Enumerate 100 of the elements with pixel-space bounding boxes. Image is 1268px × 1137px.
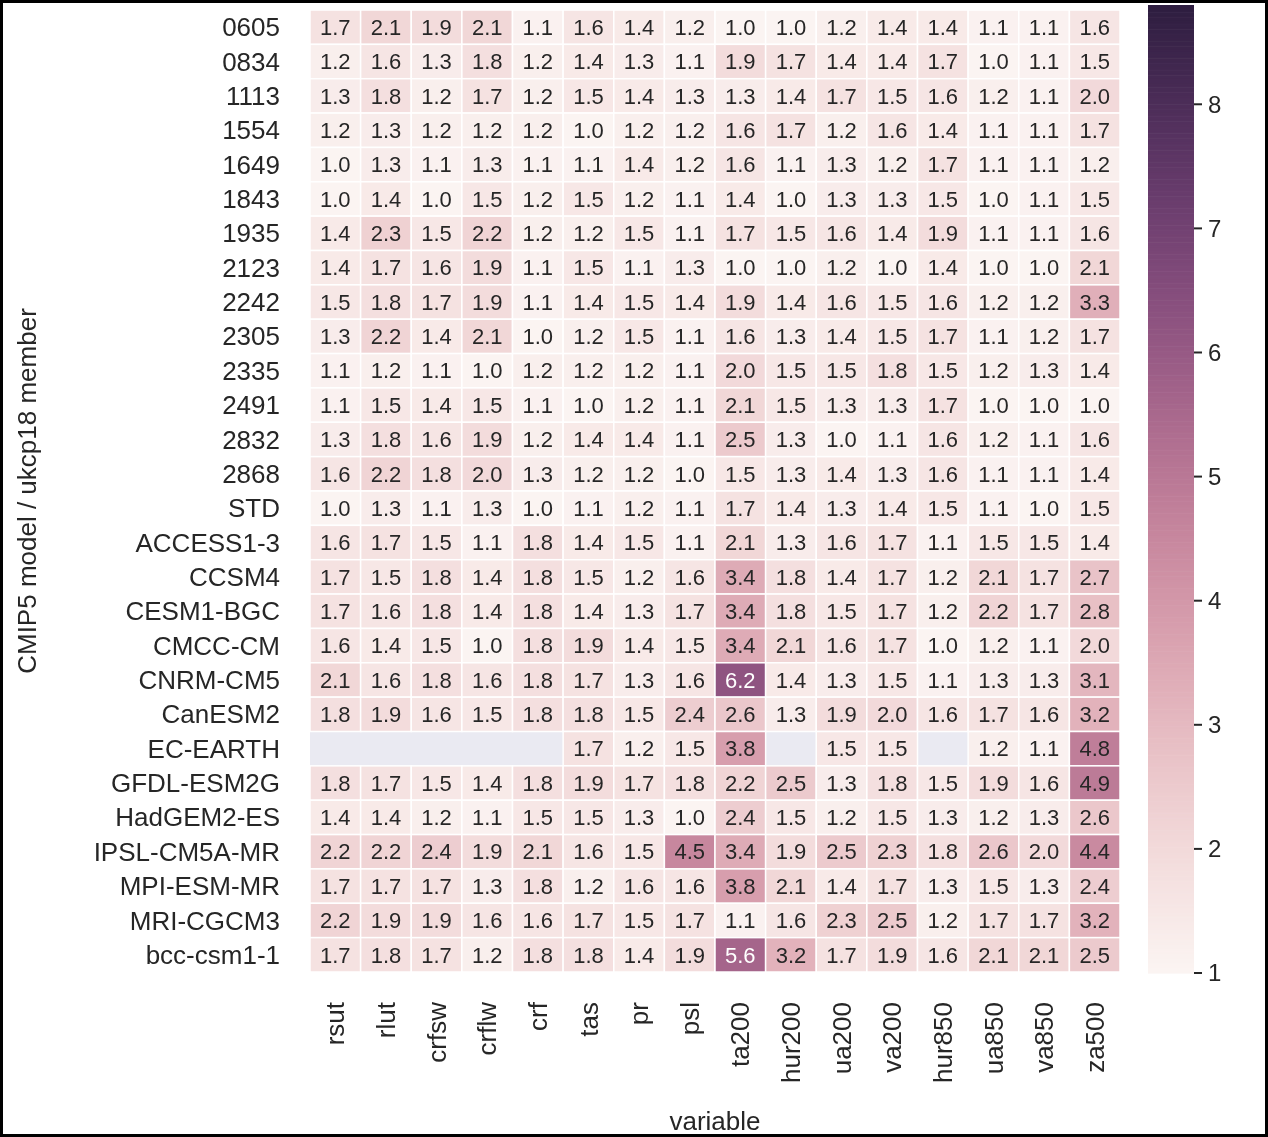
y-tick-label: 0605: [222, 12, 280, 43]
data-label: 5.6: [725, 942, 756, 968]
data-label: 1.9: [725, 289, 756, 315]
data-label: 1.3: [370, 495, 402, 521]
data-label: 1.7: [1028, 564, 1060, 590]
data-label: 1.6: [421, 255, 452, 281]
data-label: 1.7: [320, 598, 351, 624]
data-label: 2.3: [826, 908, 857, 934]
data-label: 1.3: [775, 530, 807, 556]
data-label: 1.0: [522, 324, 554, 350]
data-label: 1.7: [421, 873, 452, 899]
data-label: 1.4: [623, 427, 655, 453]
data-label: 1.6: [623, 873, 655, 899]
data-label: 1.5: [978, 873, 1009, 899]
data-label: 1.1: [623, 255, 655, 281]
x-tick-label: hur200: [776, 1002, 807, 1083]
data-label: 1.0: [674, 461, 705, 487]
x-tick-label: va850: [1029, 1002, 1060, 1073]
data-label: 3.2: [1079, 908, 1110, 934]
x-tick-label: rlut: [371, 1001, 402, 1039]
data-label: 1.2: [978, 427, 1009, 453]
data-label: 1.5: [623, 324, 655, 350]
data-label: 1.7: [876, 530, 908, 556]
data-label: 1.5: [421, 221, 452, 247]
data-label: 1.8: [421, 667, 452, 693]
data-label: 1.5: [876, 83, 908, 109]
data-label: 1.0: [775, 14, 807, 40]
data-label: 1.7: [927, 49, 959, 75]
data-label: 1.3: [826, 770, 857, 796]
data-label: 1.6: [826, 530, 857, 556]
data-label: 1.5: [927, 358, 959, 384]
data-label: 1.6: [1079, 427, 1110, 453]
data-label: 1.3: [876, 461, 908, 487]
y-tick-label: 2123: [222, 252, 280, 283]
data-label: 1.9: [573, 633, 604, 659]
data-label: 1.2: [826, 117, 857, 143]
data-label: 3.4: [725, 598, 756, 624]
data-label: 1.6: [320, 461, 351, 487]
color-bar-label: 6: [1208, 338, 1222, 366]
data-label: 1.6: [1079, 14, 1110, 40]
y-tick-label: EC-EARTH: [147, 733, 280, 764]
data-label: 1.6: [573, 839, 604, 865]
data-label: 1.3: [522, 461, 554, 487]
color-bar-label: 3: [1208, 711, 1222, 739]
data-label: 1.3: [775, 427, 807, 453]
data-label: 1.3: [320, 427, 351, 453]
data-label: 1.5: [775, 805, 807, 831]
data-label: 1.1: [775, 152, 807, 178]
data-label: 1.7: [775, 117, 807, 143]
data-label: 3.2: [775, 942, 807, 968]
data-label: 1.4: [725, 186, 756, 212]
data-label: 1.4: [674, 289, 705, 315]
data-label: 1.2: [573, 221, 604, 247]
data-label: 1.0: [826, 427, 857, 453]
data-label: 1.6: [927, 289, 959, 315]
data-label: 1.1: [1028, 633, 1060, 659]
data-label: 1.3: [471, 152, 503, 178]
data-label: 1.8: [320, 702, 351, 728]
data-label: 2.6: [1079, 805, 1110, 831]
data-label: 1.1: [320, 392, 351, 418]
x-tick-label: tas: [573, 1002, 604, 1037]
data-label: 1.7: [775, 49, 807, 75]
data-label: 2.1: [775, 873, 807, 899]
data-label: 1.8: [522, 598, 554, 624]
data-label: 1.4: [573, 49, 604, 75]
data-label: 1.4: [775, 83, 807, 109]
data-label: 1.2: [623, 736, 655, 762]
data-label: 1.2: [978, 736, 1009, 762]
data-label: 1.6: [320, 530, 351, 556]
data-label: 1.1: [978, 461, 1009, 487]
data-label: 1.4: [876, 495, 908, 521]
data-label: 1.9: [471, 289, 503, 315]
data-label: 1.7: [674, 908, 705, 934]
data-label: 1.3: [876, 392, 908, 418]
data-label: 1.9: [471, 427, 503, 453]
data-label: 1.0: [573, 392, 604, 418]
data-label: 3.3: [1079, 289, 1110, 315]
data-label: 1.1: [978, 495, 1009, 521]
data-label: 1.5: [1079, 186, 1110, 212]
data-label: 3.4: [725, 633, 756, 659]
data-label: 1.6: [725, 152, 756, 178]
data-label: 1.5: [522, 805, 554, 831]
data-label: 1.9: [471, 839, 503, 865]
data-label: 1.2: [421, 805, 452, 831]
data-label: 1.5: [421, 633, 452, 659]
data-label: 1.2: [573, 873, 604, 899]
y-tick-label: ACCESS1-3: [135, 527, 280, 558]
data-label: 1.5: [370, 564, 402, 590]
data-label: 1.3: [927, 805, 959, 831]
data-label: 1.2: [522, 186, 554, 212]
data-label: 1.1: [674, 324, 705, 350]
data-label: 1.1: [1028, 14, 1060, 40]
data-label: 2.0: [471, 461, 503, 487]
data-label: 1.2: [421, 117, 452, 143]
data-label: 1.6: [471, 667, 503, 693]
data-label: 1.0: [471, 358, 503, 384]
data-label: 1.4: [876, 221, 908, 247]
data-label: 4.5: [674, 839, 705, 865]
data-label: 1.7: [674, 598, 705, 624]
data-label: 1.1: [725, 908, 756, 934]
